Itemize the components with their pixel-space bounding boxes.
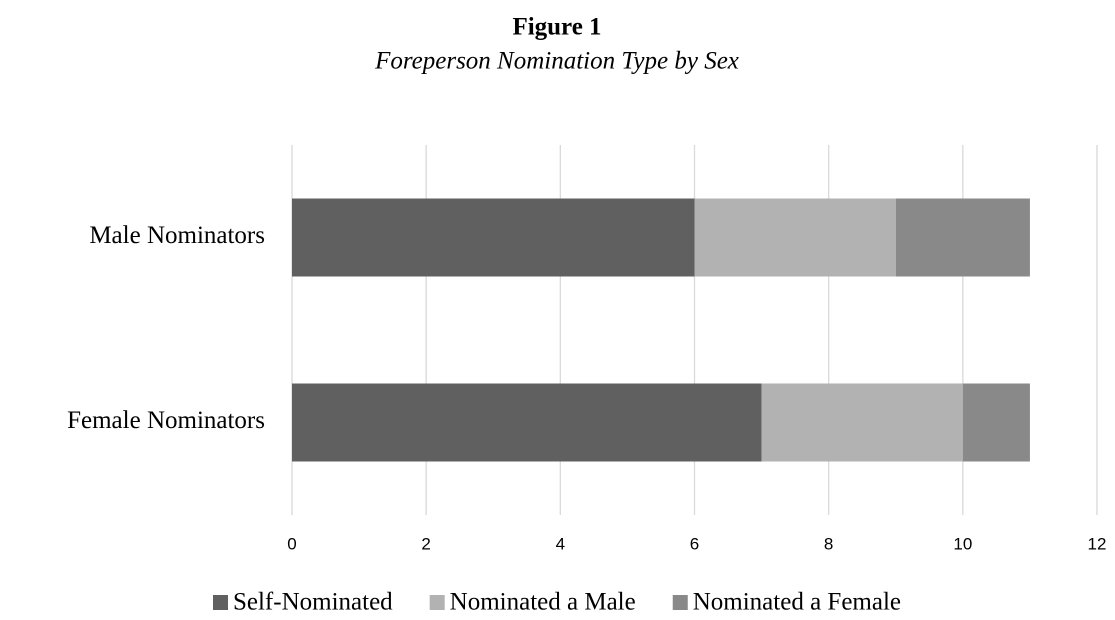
x-tick-label: 12 bbox=[1088, 534, 1107, 553]
y-tick-label: Male Nominators bbox=[89, 222, 265, 249]
legend-swatch bbox=[429, 595, 445, 610]
legend-label: Self-Nominated bbox=[233, 589, 393, 616]
y-tick-label: Female Nominators bbox=[67, 407, 265, 434]
x-tick-label: 2 bbox=[421, 534, 430, 553]
chart-subtitle: Foreperson Nomination Type by Sex bbox=[374, 48, 739, 75]
bar-segment bbox=[292, 198, 695, 277]
bar-segment bbox=[292, 383, 762, 462]
x-tick-label: 6 bbox=[690, 534, 699, 553]
legend-label: Nominated a Female bbox=[693, 589, 901, 616]
x-tick-label: 0 bbox=[287, 534, 296, 553]
bar-segment bbox=[962, 383, 1030, 462]
x-tick-label: 4 bbox=[556, 534, 565, 553]
legend-swatch bbox=[672, 595, 688, 610]
bar-segment bbox=[694, 198, 896, 277]
legend-swatch bbox=[212, 595, 228, 610]
chart-title: Figure 1 bbox=[512, 14, 601, 41]
x-tick-label: 10 bbox=[953, 534, 972, 553]
legend-label: Nominated a Male bbox=[450, 589, 636, 616]
bar-segment bbox=[895, 198, 1030, 277]
x-tick-label: 8 bbox=[824, 534, 833, 553]
bar-segment bbox=[761, 383, 963, 462]
